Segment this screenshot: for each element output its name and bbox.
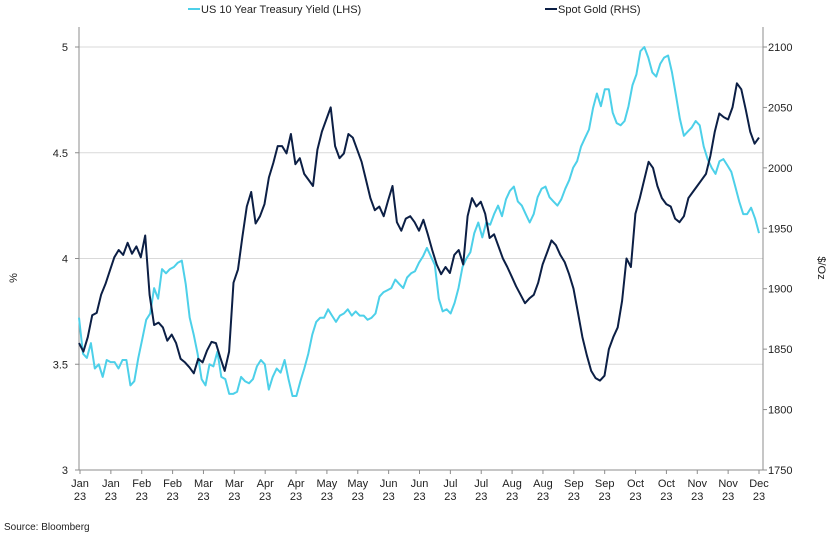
source-note: Source: Bloomberg [4,522,90,533]
x-tick-label: Sep 23 [564,478,584,503]
left-axis-title: % [8,273,20,283]
x-tick-label: May 23 [317,478,338,503]
left-tick-label: 3 [62,465,68,477]
right-tick-label: 2100 [768,42,792,54]
x-tick-label: Oct 23 [658,478,675,503]
x-tick-label: May 23 [347,478,368,503]
spot-gold-series-line [78,82,760,382]
x-tick-label: Jan 23 [102,478,120,503]
x-tick-label: Jan 23 [71,478,89,503]
x-tick-label: Jun 23 [380,478,398,503]
x-tick-label: Jul 23 [474,478,488,503]
treasury-yield-series-line [78,46,760,397]
right-tick-label: 1950 [768,223,792,235]
left-tick-label: 3.5 [53,359,68,371]
left-tick-label: 4 [62,254,68,266]
x-tick-label: Nov 23 [718,478,738,503]
x-tick-label: Feb 23 [163,478,182,503]
x-tick-label: Oct 23 [627,478,644,503]
left-tick-label: 5 [62,42,68,54]
x-tick-label: Aug 23 [502,478,522,503]
x-tick-label: Mar 23 [225,478,244,503]
right-tick-label: 2050 [768,102,792,114]
x-tick-label: Apr 23 [257,478,274,503]
x-tick-label: Dec 23 [749,478,769,503]
left-tick-label: 4.5 [53,148,68,160]
x-tick-label: Jul 23 [443,478,457,503]
x-tick-label: Jun 23 [411,478,429,503]
right-tick-label: 1850 [768,344,792,356]
x-tick-label: Sep 23 [595,478,615,503]
right-axis-title: $/Oz [815,256,827,279]
x-tick-label: Mar 23 [194,478,213,503]
legend-label-treasury: US 10 Year Treasury Yield (LHS) [201,4,361,16]
x-tick-label: Nov 23 [687,478,707,503]
right-tick-label: 1800 [768,405,792,417]
right-tick-label: 1750 [768,465,792,477]
legend-label-gold: Spot Gold (RHS) [558,4,641,16]
x-tick-label: Feb 23 [132,478,151,503]
right-tick-label: 1900 [768,284,792,296]
x-tick-label: Aug 23 [533,478,553,503]
x-tick-label: Apr 23 [287,478,304,503]
right-tick-label: 2000 [768,163,792,175]
